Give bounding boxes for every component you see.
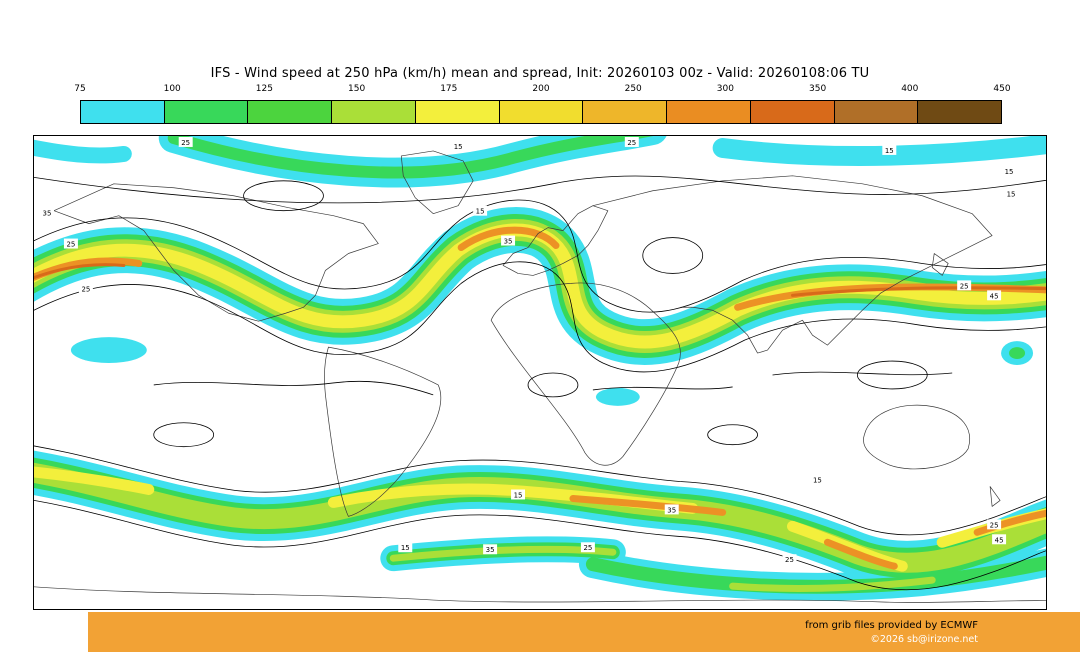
contour-label-box: [987, 290, 1002, 301]
contour-label-box: [78, 283, 93, 294]
colorbar-tick: 200: [532, 84, 550, 94]
colorbar-segment: [81, 101, 165, 123]
colorbar-segment: [918, 101, 1002, 123]
contour-label-box: [63, 238, 78, 249]
contour-label-value: 25: [990, 521, 999, 529]
contour-label-value: 25: [960, 282, 969, 290]
contour-label-value: 25: [583, 544, 592, 552]
contour-label-value: 15: [401, 544, 410, 552]
contour-label-value: 25: [66, 241, 75, 249]
contour-label-box: [511, 489, 526, 500]
colorbar-tick: 75: [74, 84, 86, 94]
contour-label-value: 15: [1007, 191, 1016, 199]
contour-label-value: 15: [514, 491, 523, 499]
colorbar-segment: [750, 101, 835, 123]
contour-label-box: [473, 205, 488, 216]
contour-label-box: [580, 542, 595, 553]
contour-label-value: 35: [43, 210, 52, 218]
contour-label-box: [501, 235, 516, 246]
contour-label-value: 15: [454, 143, 463, 151]
contour-label-box: [782, 554, 797, 565]
colorbar-segment: [834, 101, 919, 123]
contour-label-value: 15: [885, 147, 894, 155]
contour-label-value: 15: [813, 477, 822, 485]
credit-text: from grib files provided by ECMWF: [805, 619, 978, 631]
contour-label-value: 25: [785, 556, 794, 564]
chart-title: IFS - Wind speed at 250 hPa (km/h) mean …: [210, 66, 870, 81]
contour-label-box: [39, 207, 54, 218]
contour-label-box: [810, 474, 825, 485]
contour-label-value: 35: [504, 238, 513, 246]
colorbar-tick: 300: [716, 84, 734, 94]
colorbar-segment: [499, 101, 584, 123]
wind-band-deep-orange-core: [34, 263, 1046, 297]
world-map-panel: 25 15 25 15 15 35 25 25 15 35 15 25 45 15 15 35 15 35 25 25…: [33, 135, 1047, 610]
contour-label-value: 35: [667, 506, 676, 514]
contour-label-box: [398, 542, 413, 553]
coastlines: [34, 150, 1046, 603]
colorbar-legend: [80, 100, 1002, 124]
colorbar-tick: 400: [901, 84, 919, 94]
contour-label-box: [1004, 188, 1019, 199]
contour-label-box: [483, 544, 498, 555]
spread-contours: [34, 175, 1046, 591]
contour-label-value: 45: [995, 536, 1004, 544]
contour-label-box: [987, 519, 1002, 530]
colorbar-tick: 450: [993, 84, 1011, 94]
colorbar-tick: 175: [440, 84, 458, 94]
contour-label-value: 25: [627, 139, 636, 147]
colorbar-segment: [332, 101, 416, 123]
contour-label-value: 15: [476, 208, 485, 216]
contour-label-box: [178, 136, 193, 147]
attribution-bar: from grib files provided by ECMWF ©2026 …: [88, 612, 1080, 652]
wind-spot-cyan: [70, 325, 1034, 406]
colorbar-segment: [164, 101, 249, 123]
colorbar-tick: 250: [624, 84, 642, 94]
contour-label-value: 25: [181, 139, 190, 147]
contour-label-box: [664, 504, 679, 515]
copyright-text: ©2026 sb@irizone.net: [870, 633, 978, 645]
contour-label-value: 15: [1005, 168, 1014, 176]
contour-label-box: [451, 140, 466, 151]
contour-label-value: 35: [486, 546, 495, 554]
colorbar-segment: [667, 101, 751, 123]
contour-label-value: 45: [990, 292, 999, 300]
colorbar-tick: 350: [809, 84, 827, 94]
colorbar-segment: [583, 101, 668, 123]
contour-label-box: [957, 280, 972, 291]
contour-label-box: [882, 144, 897, 155]
colorbar-tick: 100: [163, 84, 181, 94]
contour-label-value: 25: [81, 285, 90, 293]
contour-label-box: [624, 136, 639, 147]
contour-label-box: [992, 534, 1007, 545]
colorbar-segment: [415, 101, 500, 123]
colorbar-tick: 150: [348, 84, 366, 94]
wind-speed-map: 25 15 25 15 15 35 25 25 15 35 15 25 45 15 15 35 15 35 25 25…: [34, 136, 1046, 603]
colorbar-ticks: 75 100 125 150 175 200 250 300 350 400 450: [74, 84, 1010, 97]
colorbar-tick: 125: [255, 84, 273, 94]
contour-value-labels: 25 15 25 15 15 35 25 25 15 35 15 25 45 15 15 35 15 35 25 25…: [39, 136, 1019, 565]
colorbar-segment: [248, 101, 333, 123]
contour-label-box: [1002, 165, 1017, 176]
